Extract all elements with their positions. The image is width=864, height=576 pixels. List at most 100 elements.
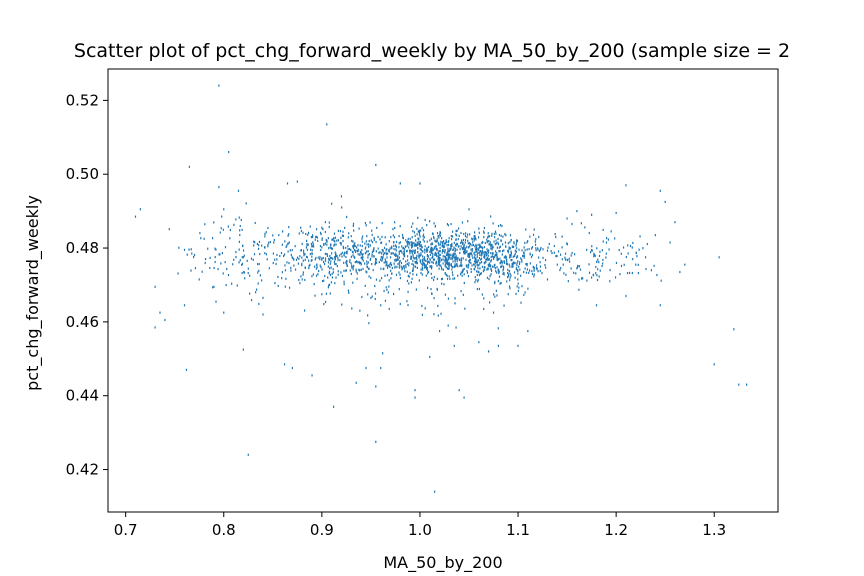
data-point (594, 254, 596, 258)
data-point (430, 246, 432, 250)
data-point (610, 230, 612, 233)
data-point (335, 263, 337, 266)
data-point (213, 221, 215, 224)
data-point (519, 261, 521, 264)
data-point (496, 254, 498, 257)
data-point (637, 263, 639, 266)
data-point (455, 264, 457, 268)
data-point (395, 244, 397, 247)
data-point (461, 241, 463, 244)
data-point (598, 275, 600, 278)
data-point (264, 246, 266, 249)
data-point (366, 260, 368, 263)
data-point (343, 269, 345, 272)
data-point (386, 266, 389, 269)
data-point (620, 252, 622, 255)
data-point (319, 231, 322, 234)
data-point (419, 254, 421, 257)
data-point (461, 271, 463, 274)
data-point (355, 260, 357, 264)
data-point (333, 239, 335, 242)
data-point (505, 234, 507, 237)
data-point (436, 248, 438, 251)
data-point (361, 257, 363, 261)
data-point (250, 299, 253, 302)
data-point (402, 237, 405, 240)
data-point (421, 246, 423, 249)
data-point (209, 266, 211, 270)
data-point (288, 233, 290, 236)
data-point (413, 250, 415, 253)
data-point (154, 326, 156, 329)
data-point (489, 243, 491, 246)
data-point (506, 258, 508, 262)
data-point (384, 274, 386, 277)
data-point (489, 241, 491, 244)
data-point (309, 252, 311, 256)
data-point (393, 241, 395, 244)
data-point (497, 224, 500, 228)
data-point (289, 249, 291, 252)
data-point (411, 236, 413, 239)
data-point (534, 240, 536, 243)
data-point (284, 269, 287, 272)
data-point (460, 260, 462, 263)
data-point (382, 253, 385, 256)
data-point (544, 258, 547, 262)
data-point (471, 249, 473, 252)
data-point (433, 297, 435, 300)
data-point (448, 237, 450, 240)
data-point (499, 257, 501, 260)
data-point (336, 255, 338, 258)
data-point (625, 294, 627, 298)
data-point (258, 302, 260, 306)
data-point (457, 245, 459, 248)
data-point (305, 255, 308, 259)
y-axis-label: pct_chg_forward_weekly (23, 195, 43, 391)
data-point (476, 287, 478, 291)
data-point (462, 293, 464, 296)
data-point (241, 263, 243, 267)
data-point (391, 247, 393, 250)
data-point (343, 251, 346, 254)
data-point (474, 265, 476, 268)
data-point (502, 267, 505, 271)
data-point (371, 295, 373, 298)
data-point (403, 264, 405, 268)
data-point (199, 231, 201, 235)
data-point (494, 263, 496, 266)
data-point (509, 265, 511, 268)
data-point (568, 257, 570, 260)
y-tick-label: 0.44 (66, 387, 99, 405)
data-point (238, 248, 240, 251)
data-point (438, 256, 441, 260)
data-point (284, 264, 286, 267)
data-point (412, 256, 415, 259)
data-point (564, 252, 567, 255)
data-point (508, 246, 510, 249)
data-point (628, 271, 631, 275)
data-point (438, 243, 440, 246)
data-point (375, 258, 378, 261)
data-point (656, 273, 658, 277)
data-point (439, 231, 441, 234)
data-point (227, 273, 230, 277)
data-point (257, 263, 259, 266)
data-point (392, 234, 394, 237)
data-point (415, 257, 417, 260)
data-point (401, 268, 403, 271)
data-point (453, 253, 455, 257)
data-point (407, 255, 409, 258)
data-point (390, 261, 392, 265)
data-point (359, 269, 361, 272)
data-point (201, 270, 203, 273)
data-point (330, 266, 332, 269)
data-point (371, 241, 374, 244)
data-point (531, 247, 533, 250)
data-point (464, 249, 466, 252)
data-point (495, 253, 497, 257)
data-point (434, 224, 437, 228)
data-point (257, 282, 259, 285)
data-point (636, 255, 638, 258)
